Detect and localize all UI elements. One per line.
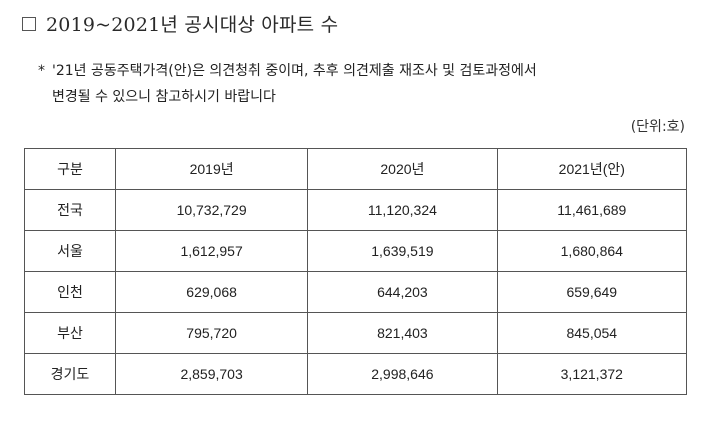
value-2020: 11,120,324 <box>307 189 498 231</box>
table-row: 인천 629,068 644,203 659,649 <box>24 271 688 313</box>
region-cell: 서울 <box>24 230 116 272</box>
value-2021: 845,054 <box>496 312 688 354</box>
value-2021: 1,680,864 <box>496 230 688 272</box>
value-2019: 2,859,703 <box>114 353 309 395</box>
apartment-count-table: 구분 2019년 2020년 2021년(안) 전국 10,732,729 11… <box>24 148 688 395</box>
section-title-text: 2019~2021년 공시대상 아파트 수 <box>46 14 339 36</box>
header-category: 구분 <box>24 148 116 190</box>
value-2019: 1,612,957 <box>114 230 309 272</box>
unit-label: (단위:호) <box>630 119 685 135</box>
footnote-line-2: 변경될 수 있으니 참고하시기 바랍니다 <box>52 89 276 105</box>
value-2021: 3,121,372 <box>496 353 688 395</box>
value-2019: 10,732,729 <box>114 189 309 231</box>
checkbox-square-icon <box>22 16 36 31</box>
region-cell: 인천 <box>24 271 116 313</box>
header-2019: 2019년 <box>114 148 309 190</box>
region-cell: 전국 <box>24 189 116 231</box>
table-header-row: 구분 2019년 2020년 2021년(안) <box>24 148 688 190</box>
value-2020: 821,403 <box>307 312 498 354</box>
footnote-text-1: '21년 공동주택가격(안)은 의견청취 중이며, 추후 의견제출 재조사 및 … <box>52 63 537 79</box>
region-cell: 부산 <box>24 312 116 354</box>
region-cell: 경기도 <box>24 353 116 395</box>
footnote-line-1: * '21년 공동주택가격(안)은 의견청취 중이며, 추후 의견제출 재조사 및… <box>38 58 688 84</box>
value-2019: 795,720 <box>114 312 309 354</box>
value-2020: 2,998,646 <box>307 353 498 395</box>
header-2020: 2020년 <box>307 148 498 190</box>
value-2021: 11,461,689 <box>496 189 688 231</box>
value-2020: 1,639,519 <box>307 230 498 272</box>
table-row: 전국 10,732,729 11,120,324 11,461,689 <box>24 189 688 231</box>
table-row: 부산 795,720 821,403 845,054 <box>24 312 688 354</box>
value-2021: 659,649 <box>496 271 688 313</box>
footnote: * '21년 공동주택가격(안)은 의견청취 중이며, 추후 의견제출 재조사 및… <box>38 58 688 110</box>
header-2021: 2021년(안) <box>496 148 688 190</box>
section-title: 2019~2021년 공시대상 아파트 수 <box>22 10 338 37</box>
value-2019: 629,068 <box>114 271 309 313</box>
asterisk-marker: * <box>38 63 45 79</box>
table-row: 서울 1,612,957 1,639,519 1,680,864 <box>24 230 688 272</box>
value-2020: 644,203 <box>307 271 498 313</box>
table-row: 경기도 2,859,703 2,998,646 3,121,372 <box>24 353 688 395</box>
